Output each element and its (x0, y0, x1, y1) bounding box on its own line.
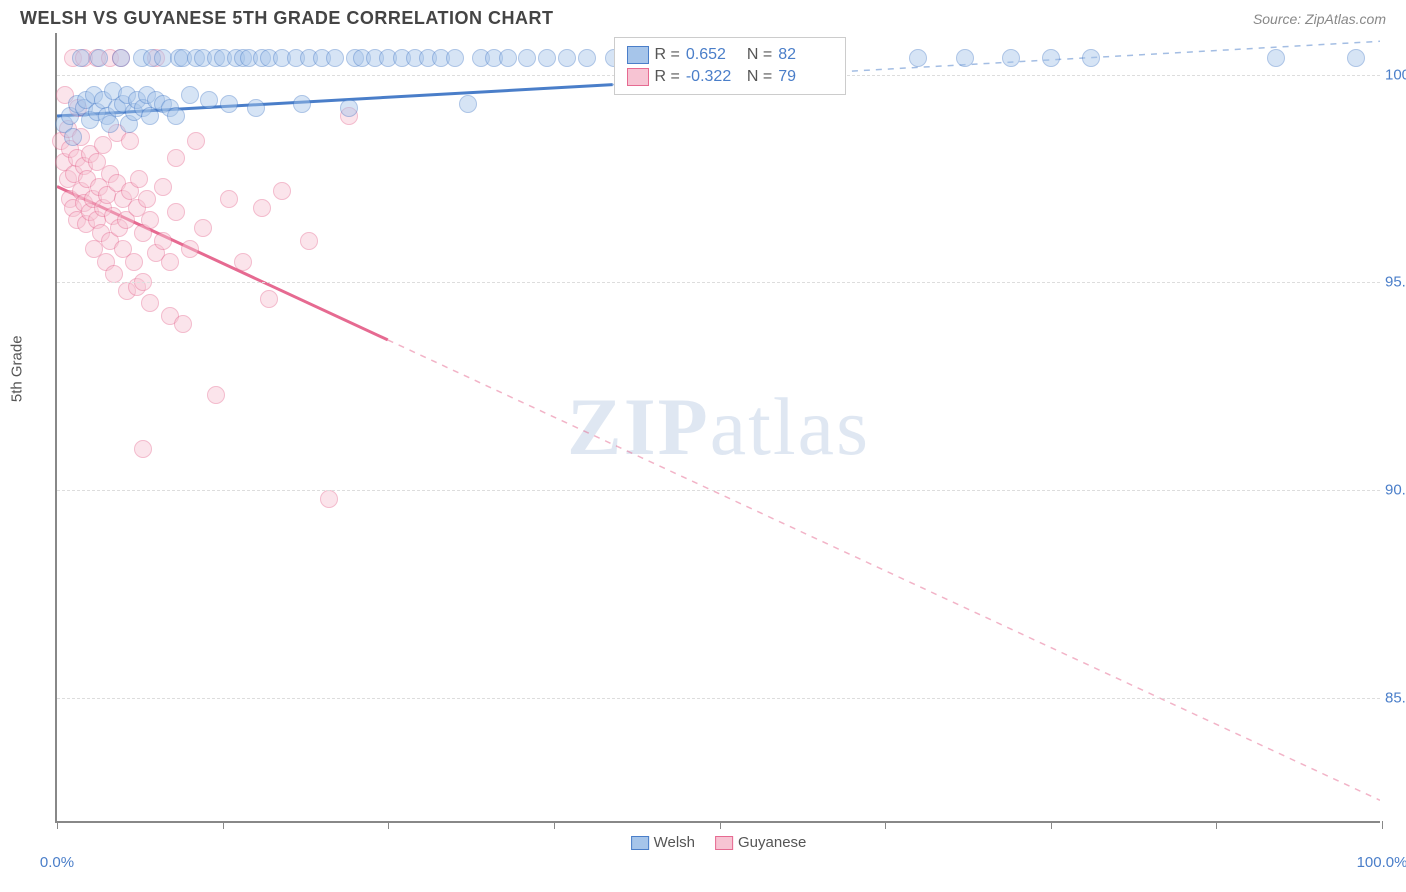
xtick (1051, 821, 1052, 829)
scatter-point (320, 490, 338, 508)
scatter-point (187, 132, 205, 150)
trend-line-dashed (388, 340, 1380, 800)
scatter-point (194, 219, 212, 237)
xtick-label: 100.0% (1357, 854, 1406, 871)
n-value: 82 (778, 46, 833, 64)
r-label: R = (655, 46, 680, 64)
scatter-point (273, 182, 291, 200)
scatter-point (558, 49, 576, 67)
scatter-point (167, 107, 185, 125)
xtick (1216, 821, 1217, 829)
ytick-label: 90.0% (1385, 482, 1406, 499)
legend-item: Welsh (631, 834, 695, 851)
scatter-point (161, 253, 179, 271)
scatter-point (134, 440, 152, 458)
scatter-point (141, 211, 159, 229)
ytick-label: 95.0% (1385, 274, 1406, 291)
scatter-point (234, 253, 252, 271)
series-legend: Welsh Guyanese (631, 834, 807, 851)
scatter-point (141, 294, 159, 312)
scatter-point (909, 49, 927, 67)
scatter-point (247, 99, 265, 117)
n-label: N = (747, 68, 772, 86)
legend-label: Welsh (654, 834, 695, 851)
scatter-point (578, 49, 596, 67)
scatter-point (138, 190, 156, 208)
scatter-point (121, 132, 139, 150)
watermark: ZIPatlas (567, 380, 870, 474)
scatter-point (181, 86, 199, 104)
scatter-point (446, 49, 464, 67)
scatter-point (174, 315, 192, 333)
xtick (223, 821, 224, 829)
scatter-point (1002, 49, 1020, 67)
scatter-point (538, 49, 556, 67)
scatter-point (518, 49, 536, 67)
chart-plot-area: 5th Grade ZIPatlas 85.0%90.0%95.0%100.0%… (55, 33, 1380, 823)
gridline (57, 698, 1380, 699)
scatter-point (125, 253, 143, 271)
scatter-point (499, 49, 517, 67)
scatter-point (90, 49, 108, 67)
scatter-point (207, 386, 225, 404)
scatter-point (72, 49, 90, 67)
r-label: R = (655, 68, 680, 86)
scatter-point (1347, 49, 1365, 67)
stats-row: R = 0.652 N = 82 (627, 44, 834, 66)
scatter-point (167, 203, 185, 221)
scatter-point (220, 190, 238, 208)
scatter-point (459, 95, 477, 113)
scatter-point (956, 49, 974, 67)
scatter-point (300, 232, 318, 250)
ytick-label: 85.0% (1385, 690, 1406, 707)
legend-label: Guyanese (738, 834, 806, 851)
xtick (1382, 821, 1383, 829)
chart-title: WELSH VS GUYANESE 5TH GRADE CORRELATION … (20, 8, 554, 29)
scatter-point (167, 149, 185, 167)
r-value: -0.322 (686, 68, 741, 86)
scatter-point (154, 232, 172, 250)
stats-row: R = -0.322 N = 79 (627, 66, 834, 88)
legend-swatch (627, 68, 649, 86)
gridline (57, 282, 1380, 283)
source-label: Source: ZipAtlas.com (1253, 11, 1386, 27)
scatter-point (101, 115, 119, 133)
scatter-point (1042, 49, 1060, 67)
scatter-point (112, 49, 130, 67)
n-value: 79 (778, 68, 833, 86)
legend-item: Guyanese (715, 834, 806, 851)
scatter-point (340, 99, 358, 117)
stats-legend-box: R = 0.652 N = 82 R = -0.322 N = 79 (614, 37, 847, 95)
scatter-point (293, 95, 311, 113)
xtick (554, 821, 555, 829)
scatter-point (200, 91, 218, 109)
legend-swatch (627, 46, 649, 64)
scatter-point (260, 290, 278, 308)
n-label: N = (747, 46, 772, 64)
scatter-point (1082, 49, 1100, 67)
scatter-point (154, 178, 172, 196)
scatter-point (130, 170, 148, 188)
scatter-point (326, 49, 344, 67)
ytick-label: 100.0% (1385, 66, 1406, 83)
legend-swatch (715, 836, 733, 850)
xtick (885, 821, 886, 829)
r-value: 0.652 (686, 46, 741, 64)
scatter-point (220, 95, 238, 113)
scatter-point (253, 199, 271, 217)
gridline (57, 490, 1380, 491)
xtick (57, 821, 58, 829)
scatter-point (1267, 49, 1285, 67)
trend-lines-layer (57, 33, 1380, 821)
xtick (388, 821, 389, 829)
xtick-label: 0.0% (40, 854, 74, 871)
scatter-point (64, 128, 82, 146)
scatter-point (181, 240, 199, 258)
y-axis-label: 5th Grade (9, 335, 26, 402)
legend-swatch (631, 836, 649, 850)
scatter-point (105, 265, 123, 283)
xtick (720, 821, 721, 829)
